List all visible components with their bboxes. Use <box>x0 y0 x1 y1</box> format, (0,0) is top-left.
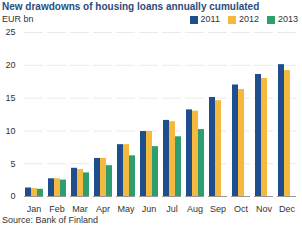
svg-text:May: May <box>117 204 135 214</box>
svg-text:Aug: Aug <box>187 204 203 214</box>
svg-text:10: 10 <box>5 126 15 136</box>
svg-text:Oct: Oct <box>234 204 249 214</box>
svg-text:15: 15 <box>5 93 15 103</box>
svg-text:Feb: Feb <box>49 204 65 214</box>
svg-text:5: 5 <box>10 159 15 169</box>
html-text:Source: Bank of Finland: Source: Bank of Finland <box>2 215 99 225</box>
html-text:EUR bn: EUR bn <box>2 14 34 24</box>
svg-text:Jun: Jun <box>142 204 157 214</box>
html-text:2012: 2012 <box>238 14 259 24</box>
svg-text:Apr: Apr <box>96 204 110 214</box>
svg-text:Sep: Sep <box>210 204 226 214</box>
svg-text:25: 25 <box>5 27 15 37</box>
html-text:2011: 2011 <box>200 14 220 24</box>
html-text:2013: 2013 <box>278 14 298 24</box>
svg-text:Nov: Nov <box>256 204 273 214</box>
svg-text:Jul: Jul <box>166 204 178 214</box>
svg-text:Jan: Jan <box>27 204 42 214</box>
html-text:New drawdowns of housing loans: New drawdowns of housing loans annually … <box>2 1 260 12</box>
svg-text:20: 20 <box>5 60 15 70</box>
svg-text:Dec: Dec <box>279 204 296 214</box>
svg-text:0: 0 <box>10 191 15 201</box>
svg-text:Mar: Mar <box>72 204 88 214</box>
